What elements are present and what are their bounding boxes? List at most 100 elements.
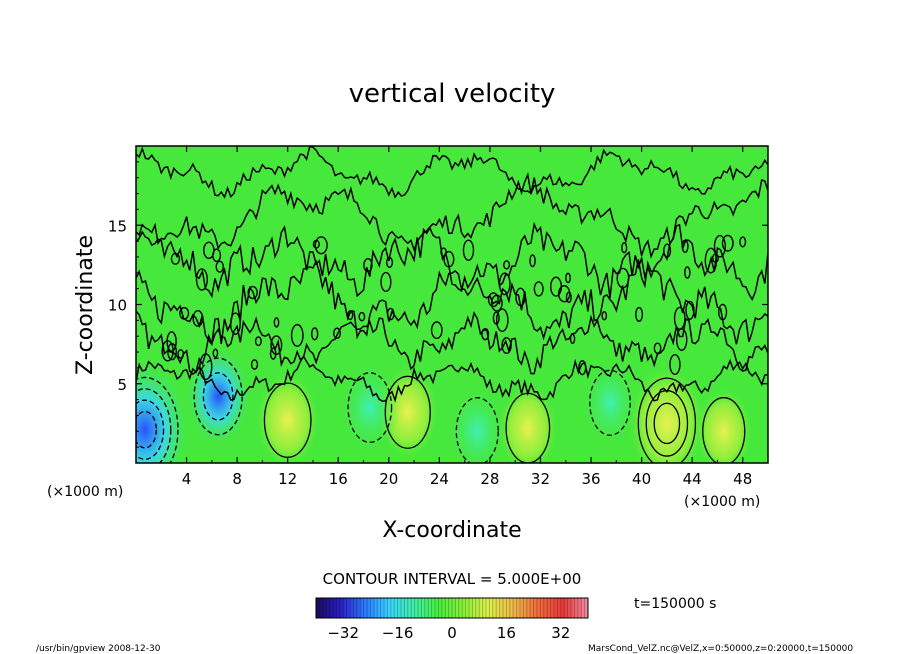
- small-cell-contour: [569, 333, 576, 345]
- small-cell-contour: [314, 236, 328, 255]
- small-cell-contour: [430, 321, 443, 340]
- small-cell-contour: [215, 260, 225, 273]
- footer-left: /usr/bin/gpview 2008-12-30: [36, 644, 161, 654]
- y-tick-label: 5: [117, 376, 127, 394]
- x-tick-label: 44: [683, 470, 702, 488]
- small-cell-contour: [721, 234, 734, 252]
- small-cell-contour: [684, 266, 691, 279]
- small-cell-contour: [713, 234, 726, 258]
- contour-interval: CONTOUR INTERVAL = 5.000E+00: [323, 570, 582, 588]
- updraft-contour: [384, 375, 431, 449]
- small-cell-contour: [565, 291, 572, 304]
- small-cell-contour: [273, 317, 280, 328]
- small-cell-contour: [333, 327, 342, 339]
- zero-contour: [136, 354, 768, 403]
- small-cell-contour: [503, 260, 511, 270]
- x-tick-label: 32: [531, 470, 550, 488]
- small-cell-contour: [212, 348, 219, 358]
- y-tick-label: 10: [108, 297, 127, 315]
- small-cell-contour: [247, 285, 258, 300]
- downdraft-shading: [581, 359, 639, 447]
- small-cell-contour: [578, 360, 587, 376]
- small-cell-contour: [179, 306, 190, 320]
- small-cell-contour: [386, 307, 395, 321]
- y-tick-label: 15: [108, 217, 127, 235]
- x-tick-label: 16: [329, 470, 348, 488]
- small-cell-contour: [653, 342, 662, 355]
- x-tick-label: 20: [379, 470, 398, 488]
- small-cell-contour: [312, 239, 320, 249]
- small-cell-contour: [663, 243, 672, 258]
- small-cell-contour: [166, 331, 177, 352]
- plot-area: [136, 146, 768, 463]
- small-cell-contour: [311, 327, 319, 341]
- chart-title: vertical velocity: [349, 79, 556, 109]
- small-cell-contour: [498, 272, 511, 296]
- small-cell-contour: [347, 310, 354, 321]
- colorbar-tick-label: 0: [447, 624, 457, 642]
- colorbar-tick-label: 16: [497, 624, 516, 642]
- small-cell-contour: [492, 311, 500, 325]
- small-cell-contour: [170, 252, 181, 265]
- small-cell-contour: [621, 242, 628, 254]
- small-cell-contour: [533, 281, 544, 297]
- downdraft-contour: [589, 369, 631, 436]
- zero-contour: [136, 221, 768, 302]
- small-cell-contour: [199, 353, 213, 381]
- downdraft-contour: [136, 399, 165, 460]
- small-cell-contour: [229, 312, 241, 336]
- zero-contour: [136, 146, 768, 199]
- x-tick-label: 12: [278, 470, 297, 488]
- small-cell-contour: [192, 309, 204, 327]
- colorbar-tick-label: −32: [327, 624, 359, 642]
- small-cell-contour: [195, 268, 208, 291]
- small-cell-contour: [363, 258, 373, 273]
- colorbar-tick-label: 32: [551, 624, 570, 642]
- small-cell-contour: [501, 337, 512, 355]
- colorbar: −32 −16 0 16 32: [315, 597, 589, 642]
- downdraft-shading: [184, 345, 252, 448]
- footer-right: MarsCond_VelZ.nc@VelZ,x=0:50000,z=0:2000…: [588, 644, 853, 654]
- small-cell-contour: [380, 271, 392, 293]
- small-cell-contour: [290, 323, 304, 347]
- x-tick-label: 48: [733, 470, 752, 488]
- updraft-contour: [702, 397, 746, 463]
- small-cell-contour: [269, 347, 277, 360]
- updraft-shading: [626, 363, 707, 463]
- small-cell-contour: [254, 336, 262, 347]
- small-cell-contour: [487, 292, 499, 308]
- small-cell-contour: [440, 247, 447, 258]
- x-tick-label: 40: [632, 470, 651, 488]
- colorbar-tick-label: −16: [382, 624, 414, 642]
- downdraft-contour: [193, 357, 243, 436]
- zero-contour: [136, 172, 768, 259]
- x-tick-label: 4: [182, 470, 192, 488]
- zero-contour: [136, 310, 768, 375]
- time-label: t=150000 s: [634, 596, 716, 612]
- small-cell-contour: [386, 256, 394, 268]
- downdraft-contour: [347, 372, 393, 443]
- updraft-contour: [653, 402, 681, 445]
- small-cell-contour: [550, 276, 563, 297]
- small-cell-contour: [635, 306, 644, 322]
- y-axis-label: Z-coordinate: [73, 235, 98, 375]
- small-cell-contour: [557, 285, 571, 303]
- small-cell-contour: [250, 359, 259, 370]
- x-tick-label: 36: [581, 470, 600, 488]
- downdraft-contour: [136, 388, 172, 463]
- downdraft-contour: [202, 372, 234, 421]
- updraft-contour: [637, 377, 697, 463]
- x-tick-label: 24: [430, 470, 449, 488]
- small-cell-contour: [565, 272, 571, 284]
- x-axis-label: X-coordinate: [382, 518, 521, 543]
- small-cell-contour: [443, 250, 455, 268]
- small-cell-contour: [481, 327, 490, 341]
- zero-contour: [136, 259, 768, 347]
- small-cell-contour: [601, 311, 608, 321]
- small-cell-contour: [669, 353, 681, 376]
- small-cell-contour: [739, 236, 747, 248]
- updraft-shading: [694, 386, 754, 463]
- small-cell-contour: [203, 241, 215, 260]
- small-cell-contour: [177, 349, 185, 359]
